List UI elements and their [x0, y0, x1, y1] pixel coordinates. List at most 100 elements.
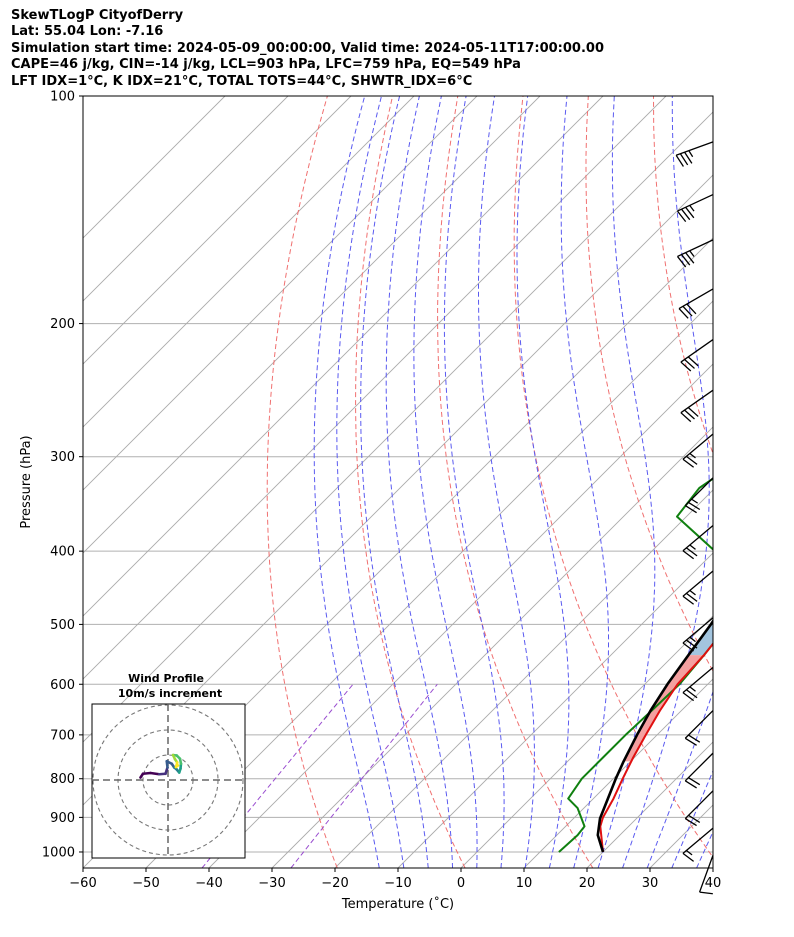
hodograph-subtitle: 10m/s increment [118, 687, 222, 700]
background-lines [83, 96, 794, 868]
parcel-line [596, 618, 713, 853]
dry-adiabat-line [719, 96, 794, 868]
y-tick-label: 800 [50, 772, 75, 787]
wind-barb [684, 752, 714, 789]
wind-barb [682, 433, 714, 468]
dry-adiabat-line [585, 96, 713, 673]
temperature-line [599, 642, 713, 853]
cin-fill [623, 655, 704, 762]
moist-adiabat-line [560, 96, 610, 868]
y-tick-label: 600 [50, 678, 75, 693]
y-tick-label: 1000 [42, 845, 75, 860]
moist-adiabat-line [313, 96, 380, 868]
x-tick-label: 10 [516, 876, 533, 891]
isotherm-line [208, 363, 713, 868]
dry-adiabat-line [266, 96, 338, 868]
cape-fill [688, 621, 713, 656]
dry-adiabat-line [355, 96, 466, 868]
isotherm-line [83, 96, 352, 365]
simulation-time-label: Simulation start time: 2024-05-09_00:00:… [11, 40, 604, 56]
hodograph-trace [149, 771, 161, 776]
isotherm-line [460, 615, 713, 868]
cape-indices-label: CAPE=46 j/kg, CIN=-14 j/kg, LCL=903 hPa,… [11, 57, 521, 73]
isotherm-line [83, 96, 667, 680]
moist-adiabat-line [671, 769, 713, 868]
wind-barb [682, 570, 714, 605]
isotherm-line [145, 300, 713, 868]
isotherm-line [523, 678, 713, 868]
moist-adiabat-line [413, 96, 478, 868]
y-tick-label: 700 [50, 728, 75, 743]
moist-adiabat-line [696, 830, 713, 868]
wind-barb [684, 790, 714, 827]
stability-indices-label: LFT IDX=1°C, K IDX=21°C, TOTAL TOTS=44°C… [11, 73, 473, 89]
isotherm-line [83, 96, 226, 239]
y-tick-label: 200 [50, 317, 75, 332]
hodograph-trace [174, 764, 180, 769]
isotherm-line [83, 96, 289, 302]
wind-barb [682, 525, 714, 560]
x-tick-label: −30 [258, 876, 285, 891]
y-tick-label: 300 [50, 450, 75, 465]
moist-adiabat-line [360, 96, 429, 868]
isotherm-line [83, 96, 415, 428]
wind-barb [676, 239, 714, 268]
isotherm-line [83, 96, 478, 491]
wind-barb [698, 855, 714, 895]
x-tick-label: 40 [705, 876, 722, 891]
isotherm-line [83, 96, 604, 617]
isotherm-line [83, 96, 541, 554]
x-tick-label: 0 [457, 876, 465, 891]
isotherm-line [712, 867, 713, 868]
y-axis-title: Pressure (hPa) [19, 435, 34, 528]
dry-adiabat-line [513, 96, 713, 859]
isotherm-line [397, 552, 713, 868]
wind-barb [680, 339, 714, 372]
x-tick-label: −20 [321, 876, 348, 891]
axes: −60 −50 −40 −30 −20 −10 0 10 20 30 40 100 200 300 400 5… [42, 90, 721, 892]
isotherm-line [586, 741, 713, 868]
wind-barb [680, 389, 714, 423]
dry-adiabat-line [437, 96, 594, 868]
isotherm-line [776, 96, 794, 868]
wind-barb [684, 710, 714, 746]
x-tick-label: 20 [579, 876, 596, 891]
moist-adiabat-line [646, 690, 713, 868]
moist-adiabat-line [516, 96, 570, 868]
hodograph-title: Wind Profile [128, 672, 204, 685]
x-tick-label: −60 [69, 876, 96, 891]
dry-adiabat-line [653, 96, 713, 456]
dewpoint-line [558, 477, 713, 853]
wind-barb [678, 288, 714, 319]
moist-adiabat-line [336, 96, 405, 868]
wind-barb [682, 666, 714, 702]
x-tick-label: 30 [642, 876, 659, 891]
x-axis-title: Temperature (˚C) [341, 896, 454, 912]
isotherm-line [649, 804, 713, 868]
isotherm-line [271, 426, 713, 868]
wind-barb [682, 827, 714, 862]
chart-title: SkewTLogP CityofDerry [11, 8, 184, 23]
location-label: Lat: 55.04 Lon: -7.16 [11, 24, 164, 40]
chart-header: SkewTLogP CityofDerry Lat: 55.04 Lon: -7… [11, 8, 604, 90]
moist-adiabat-line [385, 96, 453, 868]
y-tick-label: 500 [50, 618, 75, 633]
hodograph-inset: Wind Profile 10m/s increment [91, 672, 246, 859]
cape-area [623, 621, 713, 762]
y-tick-label: 900 [50, 811, 75, 826]
x-tick-label: −40 [195, 876, 222, 891]
isotherm-line [83, 111, 713, 743]
mixing-ratio-line [290, 683, 438, 868]
isotherm-line [334, 489, 713, 868]
moist-adiabat-line [622, 96, 710, 868]
wind-barb [675, 141, 714, 167]
x-tick-label: −10 [384, 876, 411, 891]
x-tick-label: −50 [132, 876, 159, 891]
wind-barb [676, 193, 714, 223]
wind-barbs [675, 141, 714, 895]
profile-lines [558, 477, 713, 853]
y-tick-label: 100 [50, 90, 75, 105]
y-tick-label: 400 [50, 545, 75, 560]
moist-adiabat-line [597, 96, 656, 868]
